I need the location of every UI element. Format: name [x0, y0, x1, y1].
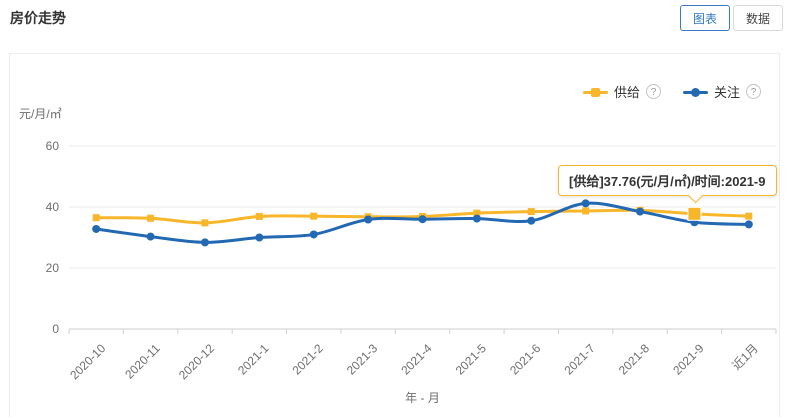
x-tick-label: 2020-11: [122, 341, 163, 382]
supply-legend-marker-icon: [582, 86, 608, 98]
highlighted-data-point[interactable]: [687, 206, 702, 221]
legend-item-supply[interactable]: 供给 ?: [582, 82, 661, 101]
y-tick-label: 60: [46, 139, 60, 153]
x-tick-label: 2021-5: [453, 341, 490, 378]
data-point[interactable]: [744, 220, 753, 229]
x-tick-label: 2021-9: [670, 341, 707, 378]
x-tick-label: 2021-3: [344, 341, 381, 378]
help-icon[interactable]: ?: [746, 84, 761, 99]
x-tick-label: 2020-10: [67, 341, 108, 382]
y-axis-unit-label: 元/月/㎡: [19, 107, 62, 121]
x-tick-label: 2021-2: [290, 341, 327, 378]
data-point[interactable]: [582, 207, 590, 215]
x-tick-label: 2021-8: [616, 341, 653, 378]
x-tick-label: 2021-7: [561, 341, 598, 378]
legend-label: 供给: [613, 85, 640, 100]
data-view-button[interactable]: 数据: [732, 5, 783, 31]
data-point[interactable]: [147, 214, 155, 222]
data-point[interactable]: [310, 212, 318, 220]
x-tick-label: 2021-1: [235, 341, 272, 378]
data-point[interactable]: [146, 232, 155, 241]
data-point[interactable]: [92, 224, 101, 233]
chart-canvas[interactable]: 0 20 40 60 2020-10 2020-11 2020-12 2021-1 2021-2…: [10, 54, 779, 417]
data-point[interactable]: [473, 209, 481, 217]
tooltip: [供给]37.76(元/月/㎡)/时间:2021-9: [558, 165, 777, 204]
data-point[interactable]: [418, 215, 427, 224]
data-point[interactable]: [527, 208, 535, 216]
data-point[interactable]: [92, 214, 100, 222]
help-icon[interactable]: ?: [645, 84, 661, 99]
data-point[interactable]: [255, 212, 263, 220]
chart-card: 供给 ? 关注 ? 元/月/㎡ 0 20 40 60 2020-10 2020-11 202…: [9, 53, 780, 417]
x-tick-label: 近1月: [729, 341, 761, 373]
data-point[interactable]: [581, 199, 590, 208]
y-tick-label: 40: [46, 200, 60, 214]
page-title: 房价走势: [10, 10, 66, 26]
y-tick-label: 20: [46, 261, 60, 275]
chart-view-button[interactable]: 图表: [679, 5, 730, 31]
data-point[interactable]: [636, 207, 645, 216]
data-point[interactable]: [255, 233, 264, 242]
data-point[interactable]: [200, 238, 209, 247]
attention-legend-marker-icon: [682, 86, 708, 98]
data-point[interactable]: [309, 230, 318, 239]
data-point[interactable]: [201, 219, 209, 227]
x-tick-label: 2021-6: [507, 341, 544, 378]
legend: 供给 ? 关注 ?: [582, 82, 761, 101]
legend-label: 关注: [713, 85, 740, 100]
x-tick-label: 2021-4: [398, 341, 435, 378]
y-tick-label: 0: [52, 322, 59, 336]
view-toggle: 图表 数据: [679, 5, 783, 31]
data-point[interactable]: [472, 214, 481, 223]
data-point[interactable]: [364, 215, 373, 224]
legend-item-attention[interactable]: 关注 ?: [682, 82, 761, 101]
x-axis-title: 年 - 月: [405, 391, 440, 405]
data-point[interactable]: [745, 212, 753, 220]
tooltip-text: [供给]37.76(元/月/㎡)/时间:2021-9: [569, 174, 766, 189]
x-tick-label: 2020-12: [176, 341, 217, 382]
data-point[interactable]: [527, 216, 536, 225]
